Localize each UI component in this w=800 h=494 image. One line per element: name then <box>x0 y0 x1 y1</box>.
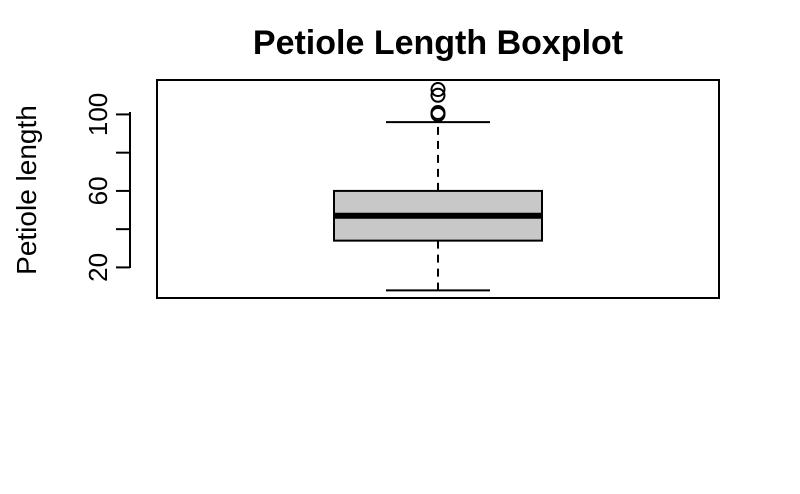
chart-title: Petiole Length Boxplot <box>253 24 623 62</box>
y-axis-label: Petiole length <box>11 105 42 275</box>
boxplot-group <box>334 83 542 290</box>
y-tick-label: 60 <box>83 176 113 205</box>
y-tick-label: 100 <box>83 93 113 136</box>
y-axis-ticks: 20 60 100 <box>83 93 130 282</box>
y-tick-label: 20 <box>83 253 113 282</box>
